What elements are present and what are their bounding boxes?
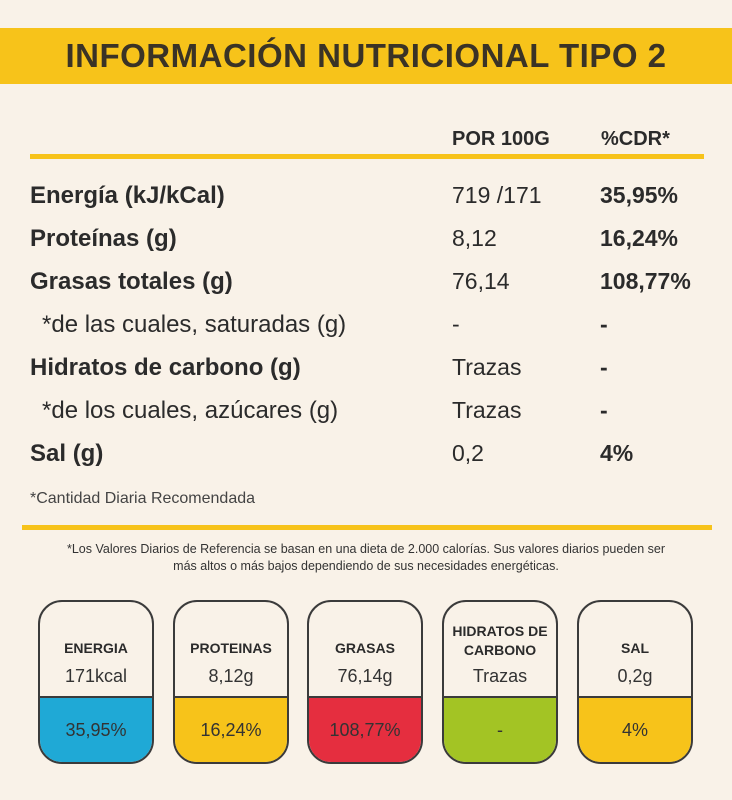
card-top: SAL 0,2g: [579, 602, 691, 698]
table-row: Energía (kJ/kCal) 719 /171 35,95%: [0, 182, 732, 222]
table-row: Grasas totales (g) 76,14 108,77%: [0, 268, 732, 308]
card-grasas: GRASAS 76,14g 108,77%: [307, 600, 423, 764]
row-label: Proteínas (g): [30, 225, 177, 252]
column-header-cdr: %CDR*: [601, 128, 670, 150]
card-percent: 108,77%: [309, 698, 421, 762]
row-value: Trazas: [452, 354, 522, 380]
row-cdr: -: [600, 354, 608, 380]
card-name: PROTEINAS: [190, 640, 272, 656]
table-row: Sal (g) 0,2 4%: [0, 440, 732, 480]
card-top: ENERGIA 171kcal: [40, 602, 152, 698]
table-row: Hidratos de carbono (g) Trazas -: [0, 354, 732, 394]
title-banner: INFORMACIÓN NUTRICIONAL TIPO 2: [0, 28, 732, 84]
reference-note: *Los Valores Diarios de Referencia se ba…: [18, 541, 714, 575]
header-divider: [30, 154, 704, 159]
card-amount: Trazas: [472, 666, 528, 686]
card-percent: 4%: [579, 698, 691, 762]
card-energia: ENERGIA 171kcal 35,95%: [38, 600, 154, 764]
card-percent: 16,24%: [175, 698, 287, 762]
row-cdr: 4%: [600, 440, 634, 466]
row-cdr: -: [600, 397, 608, 423]
card-top: GRASAS 76,14g: [309, 602, 421, 698]
table-row: *de los cuales, azúcares (g) Trazas -: [0, 397, 732, 437]
card-top: PROTEINAS 8,12g: [175, 602, 287, 698]
row-label: Grasas totales (g): [30, 268, 233, 295]
table-row: Proteínas (g) 8,12 16,24%: [0, 225, 732, 265]
cdr-footnote: *Cantidad Diaria Recomendada: [30, 490, 256, 507]
card-amount: 0,2g: [617, 666, 653, 686]
card-amount: 171kcal: [64, 666, 128, 686]
row-label: Energía (kJ/kCal): [30, 182, 225, 209]
table-row: *de las cuales, saturadas (g) - -: [0, 311, 732, 351]
row-value: -: [452, 311, 460, 337]
row-cdr: 35,95%: [600, 182, 679, 208]
card-sal: SAL 0,2g 4%: [577, 600, 693, 764]
card-name: ENERGIA: [64, 640, 128, 656]
row-label: Sal (g): [30, 440, 104, 467]
row-value: 719 /171: [452, 182, 542, 208]
card-name: GRASAS: [335, 640, 395, 656]
column-header-per100: POR 100G: [452, 128, 550, 150]
row-label: *de las cuales, saturadas (g): [42, 311, 347, 338]
card-amount: 76,14g: [337, 666, 393, 686]
card-percent: -: [444, 698, 556, 762]
card-amount: 8,12g: [208, 666, 254, 686]
reference-note-line: *Los Valores Diarios de Referencia se ba…: [66, 542, 666, 556]
card-name-line: HIDRATOS DE: [452, 623, 548, 639]
page-title: INFORMACIÓN NUTRICIONAL TIPO 2: [65, 37, 667, 74]
card-percent: 35,95%: [40, 698, 152, 762]
card-name: HIDRATOS DE CARBONO: [444, 622, 556, 660]
row-label: Hidratos de carbono (g): [30, 354, 301, 381]
row-label: *de los cuales, azúcares (g): [42, 397, 339, 424]
reference-note-line: más altos o más bajos dependiendo de sus…: [173, 559, 559, 573]
row-cdr: 108,77%: [600, 268, 691, 294]
card-proteinas: PROTEINAS 8,12g 16,24%: [173, 600, 289, 764]
card-hidratos: HIDRATOS DE CARBONO Trazas -: [442, 600, 558, 764]
nutrient-cards: ENERGIA 171kcal 35,95% PROTEINAS 8,12g 1…: [0, 600, 732, 768]
row-value: 0,2: [452, 440, 484, 466]
row-cdr: 16,24%: [600, 225, 679, 251]
card-name: SAL: [621, 640, 649, 656]
row-value: 8,12: [452, 225, 497, 251]
row-value: 76,14: [452, 268, 510, 294]
row-cdr: -: [600, 311, 608, 337]
row-value: Trazas: [452, 397, 522, 423]
card-name-line: CARBONO: [463, 642, 537, 658]
card-top: HIDRATOS DE CARBONO Trazas: [444, 602, 556, 698]
footnote-divider: [22, 525, 712, 530]
